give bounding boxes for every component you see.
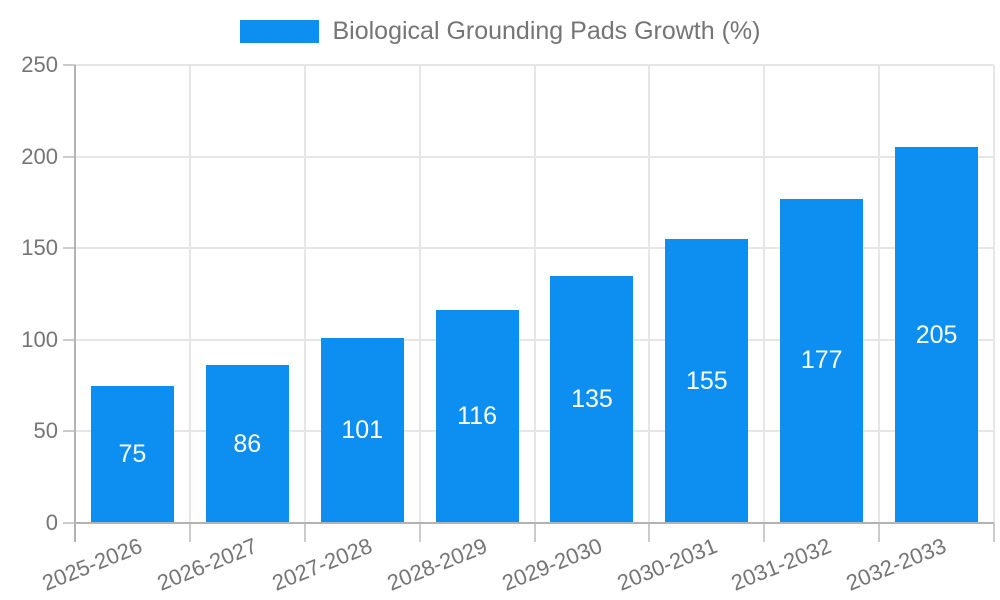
- x-gridline: [188, 65, 191, 523]
- x-gridline: [763, 65, 766, 523]
- x-gridline: [418, 65, 421, 523]
- x-gridline: [993, 65, 995, 523]
- bar-2032-2033[interactable]: 205: [895, 147, 979, 523]
- x-axis-label: 2027-2028: [268, 533, 376, 596]
- x-axis-tick: [418, 523, 421, 542]
- x-gridline: [878, 65, 881, 523]
- x-axis-label: 2029-2030: [498, 533, 606, 596]
- x-axis-label: 2032-2033: [843, 533, 950, 596]
- y-axis-tick: [63, 155, 75, 158]
- bar-value-label: 177: [800, 346, 843, 375]
- bar-2029-2030[interactable]: 135: [550, 275, 634, 523]
- x-gridline: [648, 65, 651, 523]
- x-gridline: [533, 65, 536, 523]
- bar-value-label: 135: [571, 384, 613, 413]
- y-axis-tick: [63, 522, 75, 524]
- x-axis-tick: [533, 523, 536, 542]
- y-axis-label: 0: [45, 510, 58, 535]
- bar-value-label: 116: [457, 402, 497, 431]
- x-axis-tick: [648, 523, 651, 542]
- legend-swatch: [239, 20, 319, 43]
- x-axis-tick: [763, 523, 766, 542]
- bar-2025-2026[interactable]: 75: [90, 385, 174, 523]
- y-axis-label: 200: [21, 143, 58, 169]
- y-axis-tick: [63, 247, 75, 250]
- y-axis-label: 100: [21, 326, 58, 352]
- bar-2030-2031[interactable]: 155: [665, 239, 749, 523]
- x-axis-tick: [993, 523, 995, 542]
- bar-value-label: 101: [341, 415, 384, 444]
- x-axis-tick: [878, 523, 881, 542]
- y-axis-tick: [63, 430, 75, 433]
- x-axis-label: 2030-2031: [613, 533, 721, 596]
- x-gridline: [303, 65, 306, 523]
- bar-value-label: 155: [685, 366, 728, 395]
- x-axis-label: 2025-2026: [38, 533, 146, 596]
- bar-value-label: 205: [915, 320, 958, 349]
- bar-2027-2028[interactable]: 101: [320, 337, 404, 523]
- legend-series-label: Biological Grounding Pads Growth (%): [332, 17, 761, 45]
- x-axis-baseline: [75, 522, 994, 524]
- y-axis-tick: [63, 64, 75, 66]
- y-axis-line: [74, 65, 76, 542]
- x-axis-tick: [188, 523, 191, 542]
- y-axis-label: 50: [33, 418, 58, 444]
- bar-2028-2029[interactable]: 116: [435, 310, 519, 523]
- bar-2031-2032[interactable]: 177: [780, 198, 864, 523]
- x-axis-label: 2026-2027: [153, 533, 261, 596]
- legend: Biological Grounding Pads Growth (%): [0, 17, 1000, 45]
- y-axis-tick: [63, 338, 75, 341]
- bar-value-label: 86: [233, 429, 262, 458]
- y-axis-label: 250: [21, 52, 58, 77]
- bar-2026-2027[interactable]: 86: [205, 365, 289, 523]
- x-axis-label: 2031-2032: [728, 533, 836, 596]
- bar-value-label: 75: [118, 439, 147, 468]
- x-axis-tick: [303, 523, 306, 542]
- y-axis-label: 150: [21, 235, 58, 261]
- x-axis-label: 2028-2029: [383, 533, 491, 596]
